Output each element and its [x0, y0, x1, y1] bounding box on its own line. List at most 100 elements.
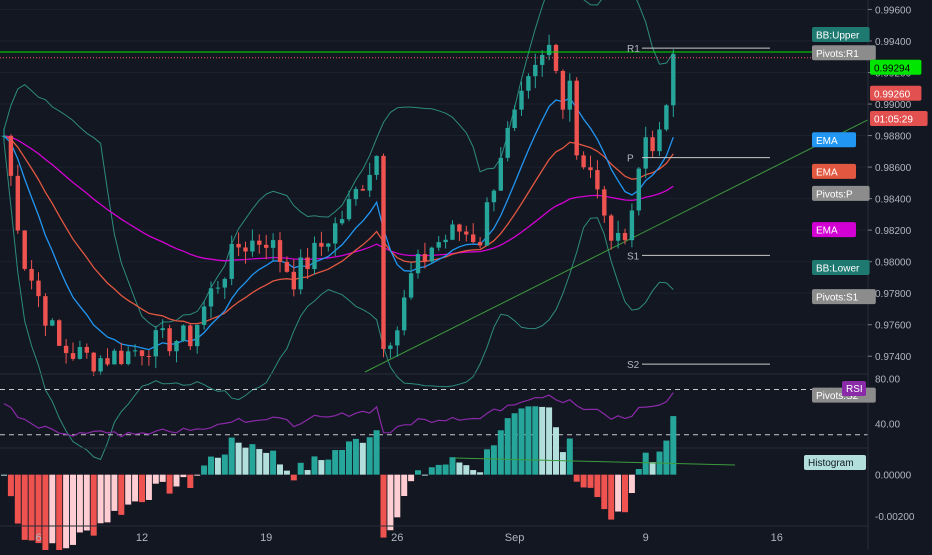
candle-body[interactable] [22, 230, 27, 269]
histogram-bar[interactable] [14, 474, 21, 524]
candle-body[interactable] [153, 330, 158, 357]
histogram-bar[interactable] [297, 462, 304, 475]
histogram-bar[interactable] [201, 465, 208, 475]
histogram-bar[interactable] [56, 474, 63, 551]
rsi-pane[interactable] [0, 373, 868, 438]
candle-body[interactable] [567, 80, 572, 110]
candle-body[interactable] [588, 167, 593, 171]
candle-body[interactable] [257, 240, 262, 245]
histogram-bar[interactable] [608, 474, 615, 520]
candle-body[interactable] [643, 137, 648, 169]
histogram-bar[interactable] [63, 474, 70, 549]
histogram-bar[interactable] [373, 430, 380, 475]
histogram-bar[interactable] [97, 474, 104, 524]
candle-body[interactable] [250, 240, 255, 252]
candle-body[interactable] [167, 328, 172, 352]
candle-body[interactable] [657, 129, 662, 152]
histogram-bar[interactable] [194, 474, 201, 476]
candle-body[interactable] [132, 350, 138, 352]
histogram-bar[interactable] [83, 474, 90, 531]
histogram-bar[interactable] [484, 449, 490, 475]
histogram-bar[interactable] [139, 474, 145, 503]
histogram-bar[interactable] [366, 437, 373, 475]
candle-body[interactable] [498, 157, 503, 191]
histogram-bar[interactable] [145, 474, 152, 500]
histogram-bar[interactable] [76, 474, 83, 533]
candle-body[interactable] [98, 358, 103, 372]
histogram-bar[interactable] [497, 430, 504, 475]
histogram-bar[interactable] [504, 418, 511, 475]
candle-body[interactable] [388, 345, 393, 349]
histogram-bar[interactable] [601, 474, 608, 510]
histogram-bar[interactable] [7, 474, 14, 497]
histogram-bar[interactable] [553, 427, 559, 475]
candle-body[interactable] [319, 242, 324, 247]
histogram-bar[interactable] [90, 474, 97, 536]
candle-body[interactable] [119, 350, 124, 365]
histogram-bar[interactable] [635, 468, 642, 475]
histogram-bar[interactable] [235, 442, 242, 475]
candle-body[interactable] [671, 54, 676, 106]
histogram-bar[interactable] [380, 474, 387, 538]
candle-body[interactable] [664, 105, 669, 130]
histogram-bar[interactable] [290, 474, 297, 481]
candle-body[interactable] [339, 219, 345, 224]
candle-body[interactable] [512, 109, 517, 128]
histogram-bar[interactable] [35, 474, 42, 544]
candle-body[interactable] [215, 287, 221, 289]
histogram-bar[interactable] [42, 474, 49, 553]
histogram-bar[interactable] [546, 407, 553, 475]
candle-body[interactable] [526, 76, 531, 91]
candle-body[interactable] [353, 189, 359, 200]
histogram-bar[interactable] [325, 459, 332, 475]
histogram-bar[interactable] [394, 474, 401, 518]
histogram-bar[interactable] [125, 474, 132, 505]
candle-body[interactable] [346, 199, 352, 220]
candle-body[interactable] [457, 224, 462, 232]
candle-body[interactable] [546, 44, 552, 55]
histogram-bar[interactable] [559, 452, 566, 475]
candle-body[interactable] [84, 346, 89, 353]
histogram-bar[interactable] [415, 470, 421, 475]
price-pane[interactable]: R1 P S1 S2 [0, 0, 869, 461]
histogram-bar[interactable] [228, 437, 235, 475]
histogram-bar[interactable] [539, 406, 546, 475]
candle-body[interactable] [464, 231, 469, 235]
histogram-bar[interactable] [490, 445, 497, 475]
candle-body[interactable] [298, 257, 303, 290]
histogram-bar[interactable] [173, 474, 180, 487]
candle-body[interactable] [622, 232, 628, 241]
histogram-bar[interactable] [346, 441, 352, 475]
histogram-bar[interactable] [166, 474, 173, 494]
histogram-bar[interactable] [214, 457, 221, 475]
candle-body[interactable] [146, 355, 152, 357]
histogram-bar[interactable] [152, 474, 159, 484]
histogram-bar[interactable] [318, 460, 325, 475]
histogram-bar[interactable] [387, 474, 394, 531]
candle-body[interactable] [395, 330, 400, 346]
candle-body[interactable] [484, 202, 490, 246]
histogram-bar[interactable] [70, 474, 76, 545]
candle-body[interactable] [91, 352, 96, 372]
histogram-bar[interactable] [401, 474, 408, 497]
candle-body[interactable] [43, 296, 48, 326]
candle-body[interactable] [408, 273, 414, 298]
histogram-bar[interactable] [118, 474, 125, 515]
candle-body[interactable] [139, 350, 145, 356]
candle-body[interactable] [188, 325, 193, 347]
histogram-bar[interactable] [21, 474, 28, 540]
candle-body[interactable] [1, 135, 7, 137]
histogram-bar[interactable] [180, 474, 187, 478]
histogram-bar[interactable] [359, 442, 366, 475]
histogram-bar[interactable] [518, 408, 525, 475]
histogram-bar[interactable] [628, 474, 635, 494]
histogram-bar[interactable] [622, 474, 628, 513]
histogram-bar[interactable] [283, 470, 290, 475]
candle-body[interactable] [195, 324, 200, 347]
candle-body[interactable] [422, 254, 428, 262]
histogram-bar[interactable] [277, 464, 283, 475]
histogram-bar[interactable] [532, 406, 539, 475]
candle-body[interactable] [243, 247, 248, 252]
candle-body[interactable] [229, 243, 234, 279]
candle-body[interactable] [326, 243, 331, 247]
